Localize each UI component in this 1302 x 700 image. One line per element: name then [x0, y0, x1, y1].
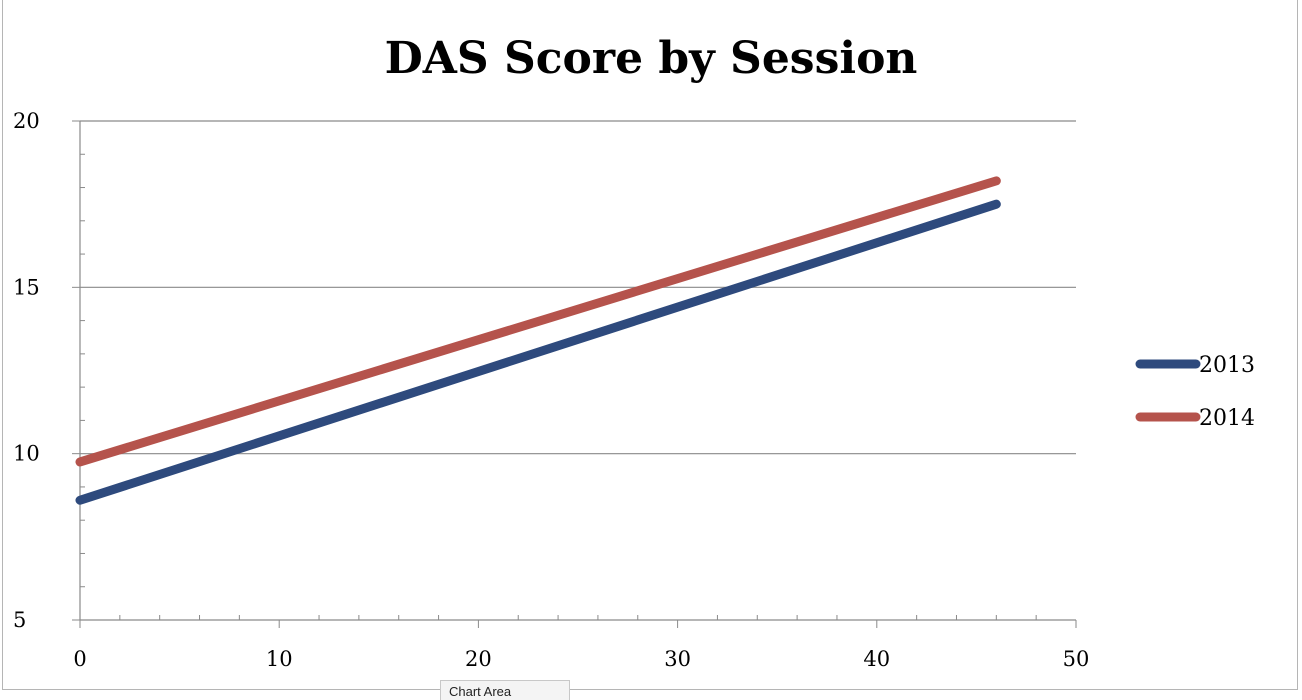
axis-ticks: [72, 120, 1077, 628]
x-tick-label-40: 40: [863, 647, 890, 671]
x-tick-label-10: 10: [266, 647, 293, 671]
tick-labels: 5 10 15 20 0 10 20 30 40 50: [13, 109, 1089, 671]
series-line-2014: [75, 176, 1001, 467]
gridlines: [80, 120, 1076, 455]
chart-area-tab[interactable]: Chart Area: [440, 680, 570, 700]
legend-item-2013[interactable]: 2013: [1135, 353, 1255, 378]
y-tick-label-20: 20: [13, 109, 40, 133]
axes: [79, 121, 1076, 621]
x-tick-label-50: 50: [1063, 647, 1090, 671]
legend-item-2014[interactable]: 2014: [1135, 406, 1255, 431]
chart-area-tab-label: Chart Area: [449, 684, 512, 699]
y-tick-label-15: 15: [13, 275, 40, 299]
y-tick-label-10: 10: [13, 442, 40, 466]
chart-title: DAS Score by Session: [385, 33, 918, 84]
legend-label-2013: 2013: [1199, 353, 1255, 378]
series-lines: [75, 176, 1001, 505]
legend-label-2014: 2014: [1199, 406, 1255, 431]
x-tick-label-30: 30: [664, 647, 691, 671]
x-tick-label-0: 0: [73, 647, 86, 671]
series-line-2013: [75, 199, 1001, 505]
legend[interactable]: 2013 2014: [1135, 353, 1255, 431]
y-tick-label-5: 5: [13, 608, 26, 632]
x-tick-label-20: 20: [465, 647, 492, 671]
